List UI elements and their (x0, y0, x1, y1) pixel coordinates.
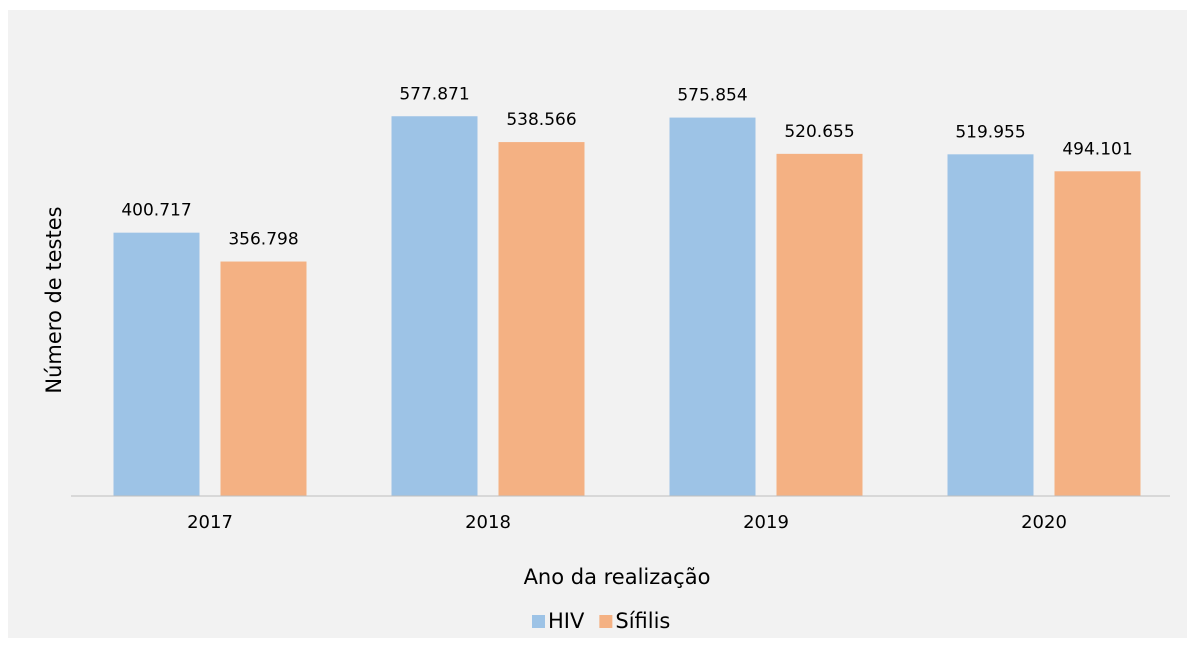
y-axis-label: Número de testes (42, 206, 66, 393)
data-label: 577.871 (399, 84, 469, 104)
bar (1054, 171, 1141, 496)
data-label: 575.854 (677, 86, 747, 106)
data-label: 356.798 (228, 230, 298, 250)
bar (113, 232, 200, 496)
legend-label: HIV (548, 609, 585, 633)
bar (776, 153, 863, 496)
bar (391, 116, 478, 497)
bar (220, 261, 307, 496)
data-label: 400.717 (121, 201, 191, 221)
data-label: 494.101 (1062, 139, 1132, 159)
x-tick-label: 2020 (1021, 512, 1067, 533)
bar (947, 154, 1034, 496)
data-label: 519.955 (955, 122, 1025, 142)
legend-swatch (532, 615, 545, 628)
x-tick-label: 2018 (465, 512, 511, 533)
legend-label: Sífilis (615, 609, 670, 633)
data-label: 520.655 (784, 122, 854, 142)
bar (498, 142, 585, 496)
x-tick-label: 2017 (187, 512, 233, 533)
legend-swatch (599, 615, 613, 628)
bar (669, 117, 756, 496)
data-label: 538.566 (506, 110, 576, 130)
x-tick-label: 2019 (743, 512, 789, 533)
x-axis-label: Ano da realização (524, 565, 711, 589)
